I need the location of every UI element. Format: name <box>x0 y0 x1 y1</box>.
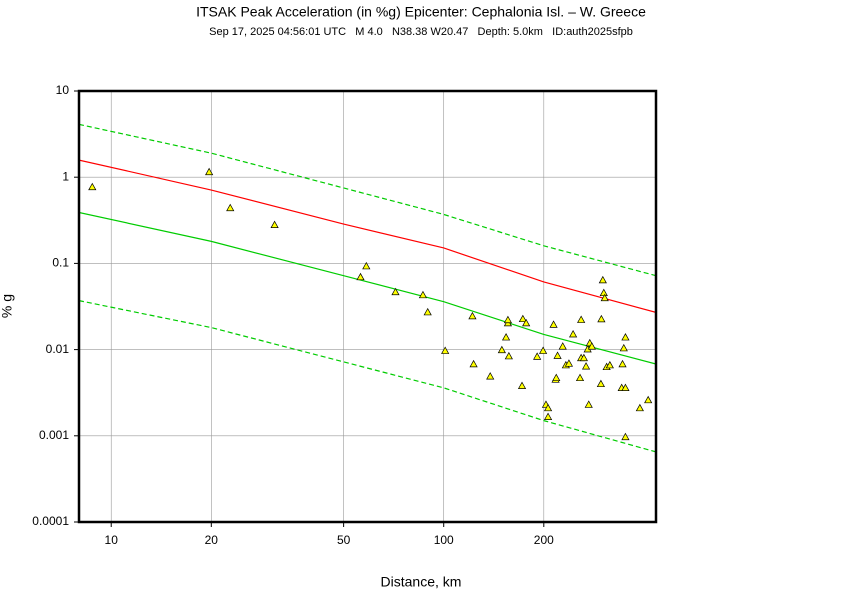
model-line <box>79 159 656 313</box>
x-tick-label: 50 <box>337 533 351 547</box>
station-marker <box>635 403 644 412</box>
y-tick-label: 1 <box>62 169 69 183</box>
station-marker <box>618 359 627 368</box>
station-marker <box>226 203 235 212</box>
model-line <box>79 211 656 365</box>
chart-title: ITSAK Peak Acceleration (in %g) Epicente… <box>196 4 646 20</box>
station-marker <box>584 400 593 408</box>
y-tick-label: 0.1 <box>52 256 69 270</box>
station-marker <box>503 315 513 324</box>
station-marker <box>553 351 562 359</box>
station-marker <box>486 372 495 380</box>
y-axis-label: % g <box>0 294 15 318</box>
station-marker <box>418 290 428 299</box>
model-line <box>79 123 656 277</box>
station-marker <box>605 360 614 369</box>
station-marker <box>356 272 365 281</box>
x-axis-label: Distance, km <box>381 574 462 590</box>
station-marker <box>599 288 608 297</box>
station-marker <box>543 412 553 420</box>
x-tick-label: 10 <box>105 533 119 547</box>
station-marker <box>552 373 561 382</box>
station-marker <box>518 314 527 323</box>
station-marker <box>88 182 97 191</box>
station-marker <box>543 403 553 412</box>
station-marker <box>391 287 400 296</box>
station-marker <box>522 318 531 327</box>
station-marker <box>581 362 591 370</box>
station-marker <box>621 432 630 441</box>
station-marker <box>564 359 574 367</box>
y-tick-label: 0.0001 <box>32 514 69 528</box>
y-tick-label: 10 <box>56 83 70 97</box>
station-marker <box>497 345 506 354</box>
station-marker <box>205 167 214 176</box>
station-marker <box>569 329 578 338</box>
station-marker <box>597 314 606 323</box>
station-marker <box>558 342 567 350</box>
station-marker <box>600 293 609 302</box>
station-marker <box>469 359 478 368</box>
model-line <box>79 300 656 453</box>
station-marker <box>501 333 511 341</box>
station-marker <box>533 352 542 360</box>
x-tick-label: 20 <box>205 533 219 547</box>
plot-frame <box>77 89 658 524</box>
station-marker <box>504 351 513 360</box>
station-marker <box>596 379 605 388</box>
station-marker <box>270 220 279 229</box>
station-marker <box>575 373 585 382</box>
station-marker <box>577 315 586 323</box>
x-tick-label: 200 <box>534 533 554 547</box>
station-marker <box>644 395 653 404</box>
station-marker <box>587 342 596 350</box>
station-marker <box>517 381 527 389</box>
station-marker <box>598 275 607 284</box>
station-marker <box>619 343 628 352</box>
x-tick-label: 100 <box>434 533 454 547</box>
station-marker <box>441 346 450 354</box>
station-marker <box>579 353 588 362</box>
station-marker <box>621 383 630 391</box>
station-marker <box>468 311 477 320</box>
station-marker <box>621 333 630 341</box>
station-marker <box>549 320 558 328</box>
y-tick-label: 0.01 <box>46 342 70 356</box>
station-marker <box>423 307 432 316</box>
station-marker <box>538 346 548 354</box>
station-marker <box>362 261 371 270</box>
chart-subtitle: Sep 17, 2025 04:56:01 UTC M 4.0 N38.38 W… <box>209 26 633 38</box>
y-tick-label: 0.001 <box>39 428 69 442</box>
